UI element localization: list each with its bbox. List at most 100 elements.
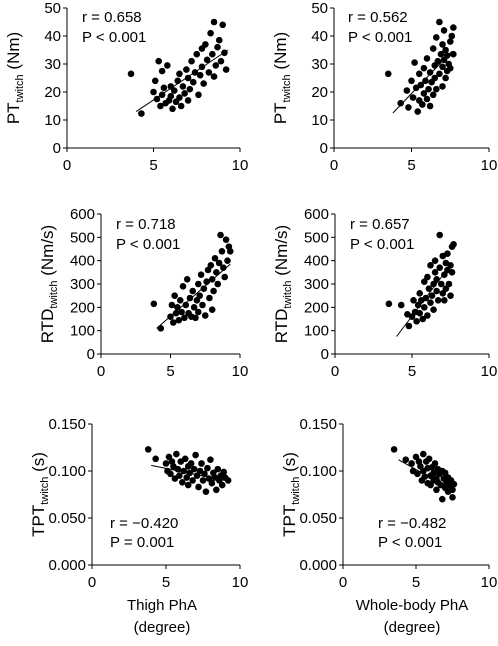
data-point [422,77,429,85]
data-point [434,297,442,304]
y-axis-label-subscript: twitch [281,74,293,102]
data-point [190,304,198,311]
data-point [425,455,433,463]
data-point [423,55,431,62]
data-point [436,231,444,239]
data-point [152,455,159,463]
data-point [221,273,229,281]
data-point [449,494,456,501]
data-point [182,301,190,309]
data-point [204,464,211,472]
x-tick-label: 5 [407,157,415,174]
data-point [183,474,191,481]
data-point [417,81,425,89]
y-axis-label: PTtwitch (Nm) [4,32,26,124]
data-point [160,84,168,92]
data-point [429,91,437,99]
data-point [224,257,231,264]
data-point [416,309,424,317]
y-tick-label: 50 [44,0,61,17]
data-point [220,468,228,476]
data-point [206,294,213,302]
x-tick-label: 10 [481,157,498,174]
data-point [414,301,422,309]
y-tick-label: 30 [311,56,328,73]
data-point [436,70,443,78]
stat-r-value: r = −0.420 [110,515,178,532]
data-point [397,301,405,309]
data-point [222,236,230,243]
regression-line [392,51,453,114]
data-point [447,292,454,299]
y-axis-label-unit: (Nm/s) [272,225,291,281]
data-point [196,71,204,79]
y-axis-label: PTtwitch (Nm) [271,32,293,124]
data-point [423,95,431,103]
data-point [445,280,453,288]
x-tick-label: 5 [412,574,420,591]
data-point [155,57,162,65]
data-point [178,478,186,486]
y-tick-label: 0 [321,346,329,363]
stat-p-value: P < 0.001 [350,236,414,253]
data-point [162,460,170,467]
x-tick-label: 5 [162,574,170,591]
chart-panel-6: 0.000 0.050 0.100 0.150 0 5 10 TPTtwitch (s) r =… [280,416,497,636]
data-point [195,483,202,491]
data-point [436,18,443,26]
data-point [208,306,216,313]
data-point [184,481,192,489]
data-point [217,57,225,65]
y-tick-label: 30 [44,56,61,73]
data-point [195,308,202,316]
data-point [210,73,218,80]
data-point [448,32,456,40]
data-point [450,50,457,58]
data-point [214,280,222,288]
x-tick-label: 0 [331,363,339,380]
data-point [405,322,413,330]
data-point [426,102,434,110]
data-point [427,299,434,306]
data-point [441,271,448,278]
data-point [197,271,205,278]
data-point [127,70,135,78]
data-point [157,325,165,332]
y-axis-label-subscript: twitch [282,280,294,308]
x-axis-label-unit: (degree) [134,619,191,636]
stat-r-value: r = 0.718 [116,216,176,233]
y-tick-label: 400 [304,253,329,270]
y-axis-label-main: RTD [272,309,291,344]
data-point [179,83,187,90]
data-point [176,94,183,101]
data-point [411,59,418,66]
x-tick-label: 5 [149,157,157,174]
y-tick-label: 600 [70,206,95,223]
x-tick-label: 5 [408,363,416,380]
stat-p-value: P < 0.001 [116,236,180,253]
y-tick-label: 0.050 [48,510,86,527]
data-point [215,36,223,44]
chart-panel-1: 0 10 20 30 40 50 0 5 10 PTtwitch (Nm) r = 0.658 P <… [4,0,248,174]
data-point [199,477,207,484]
y-axis-label-main: TPT [29,505,48,537]
data-point [186,85,194,93]
data-point [184,74,192,82]
data-point [151,77,159,85]
data-point [420,90,428,97]
data-point [205,69,213,76]
y-axis-label-subscript: twitch [290,477,302,505]
data-point [186,294,194,302]
data-point [207,29,214,37]
data-point [211,255,219,262]
x-tick-label: 10 [232,363,249,380]
y-axis-label: TPTtwitch (s) [280,452,302,537]
x-tick-label: 10 [232,574,249,591]
y-tick-label: 400 [70,253,95,270]
data-point [441,469,449,477]
data-point [176,70,183,78]
data-point [195,91,202,99]
data-point [150,300,158,308]
y-axis-label-main: RTD [38,309,57,344]
data-point [425,85,432,93]
